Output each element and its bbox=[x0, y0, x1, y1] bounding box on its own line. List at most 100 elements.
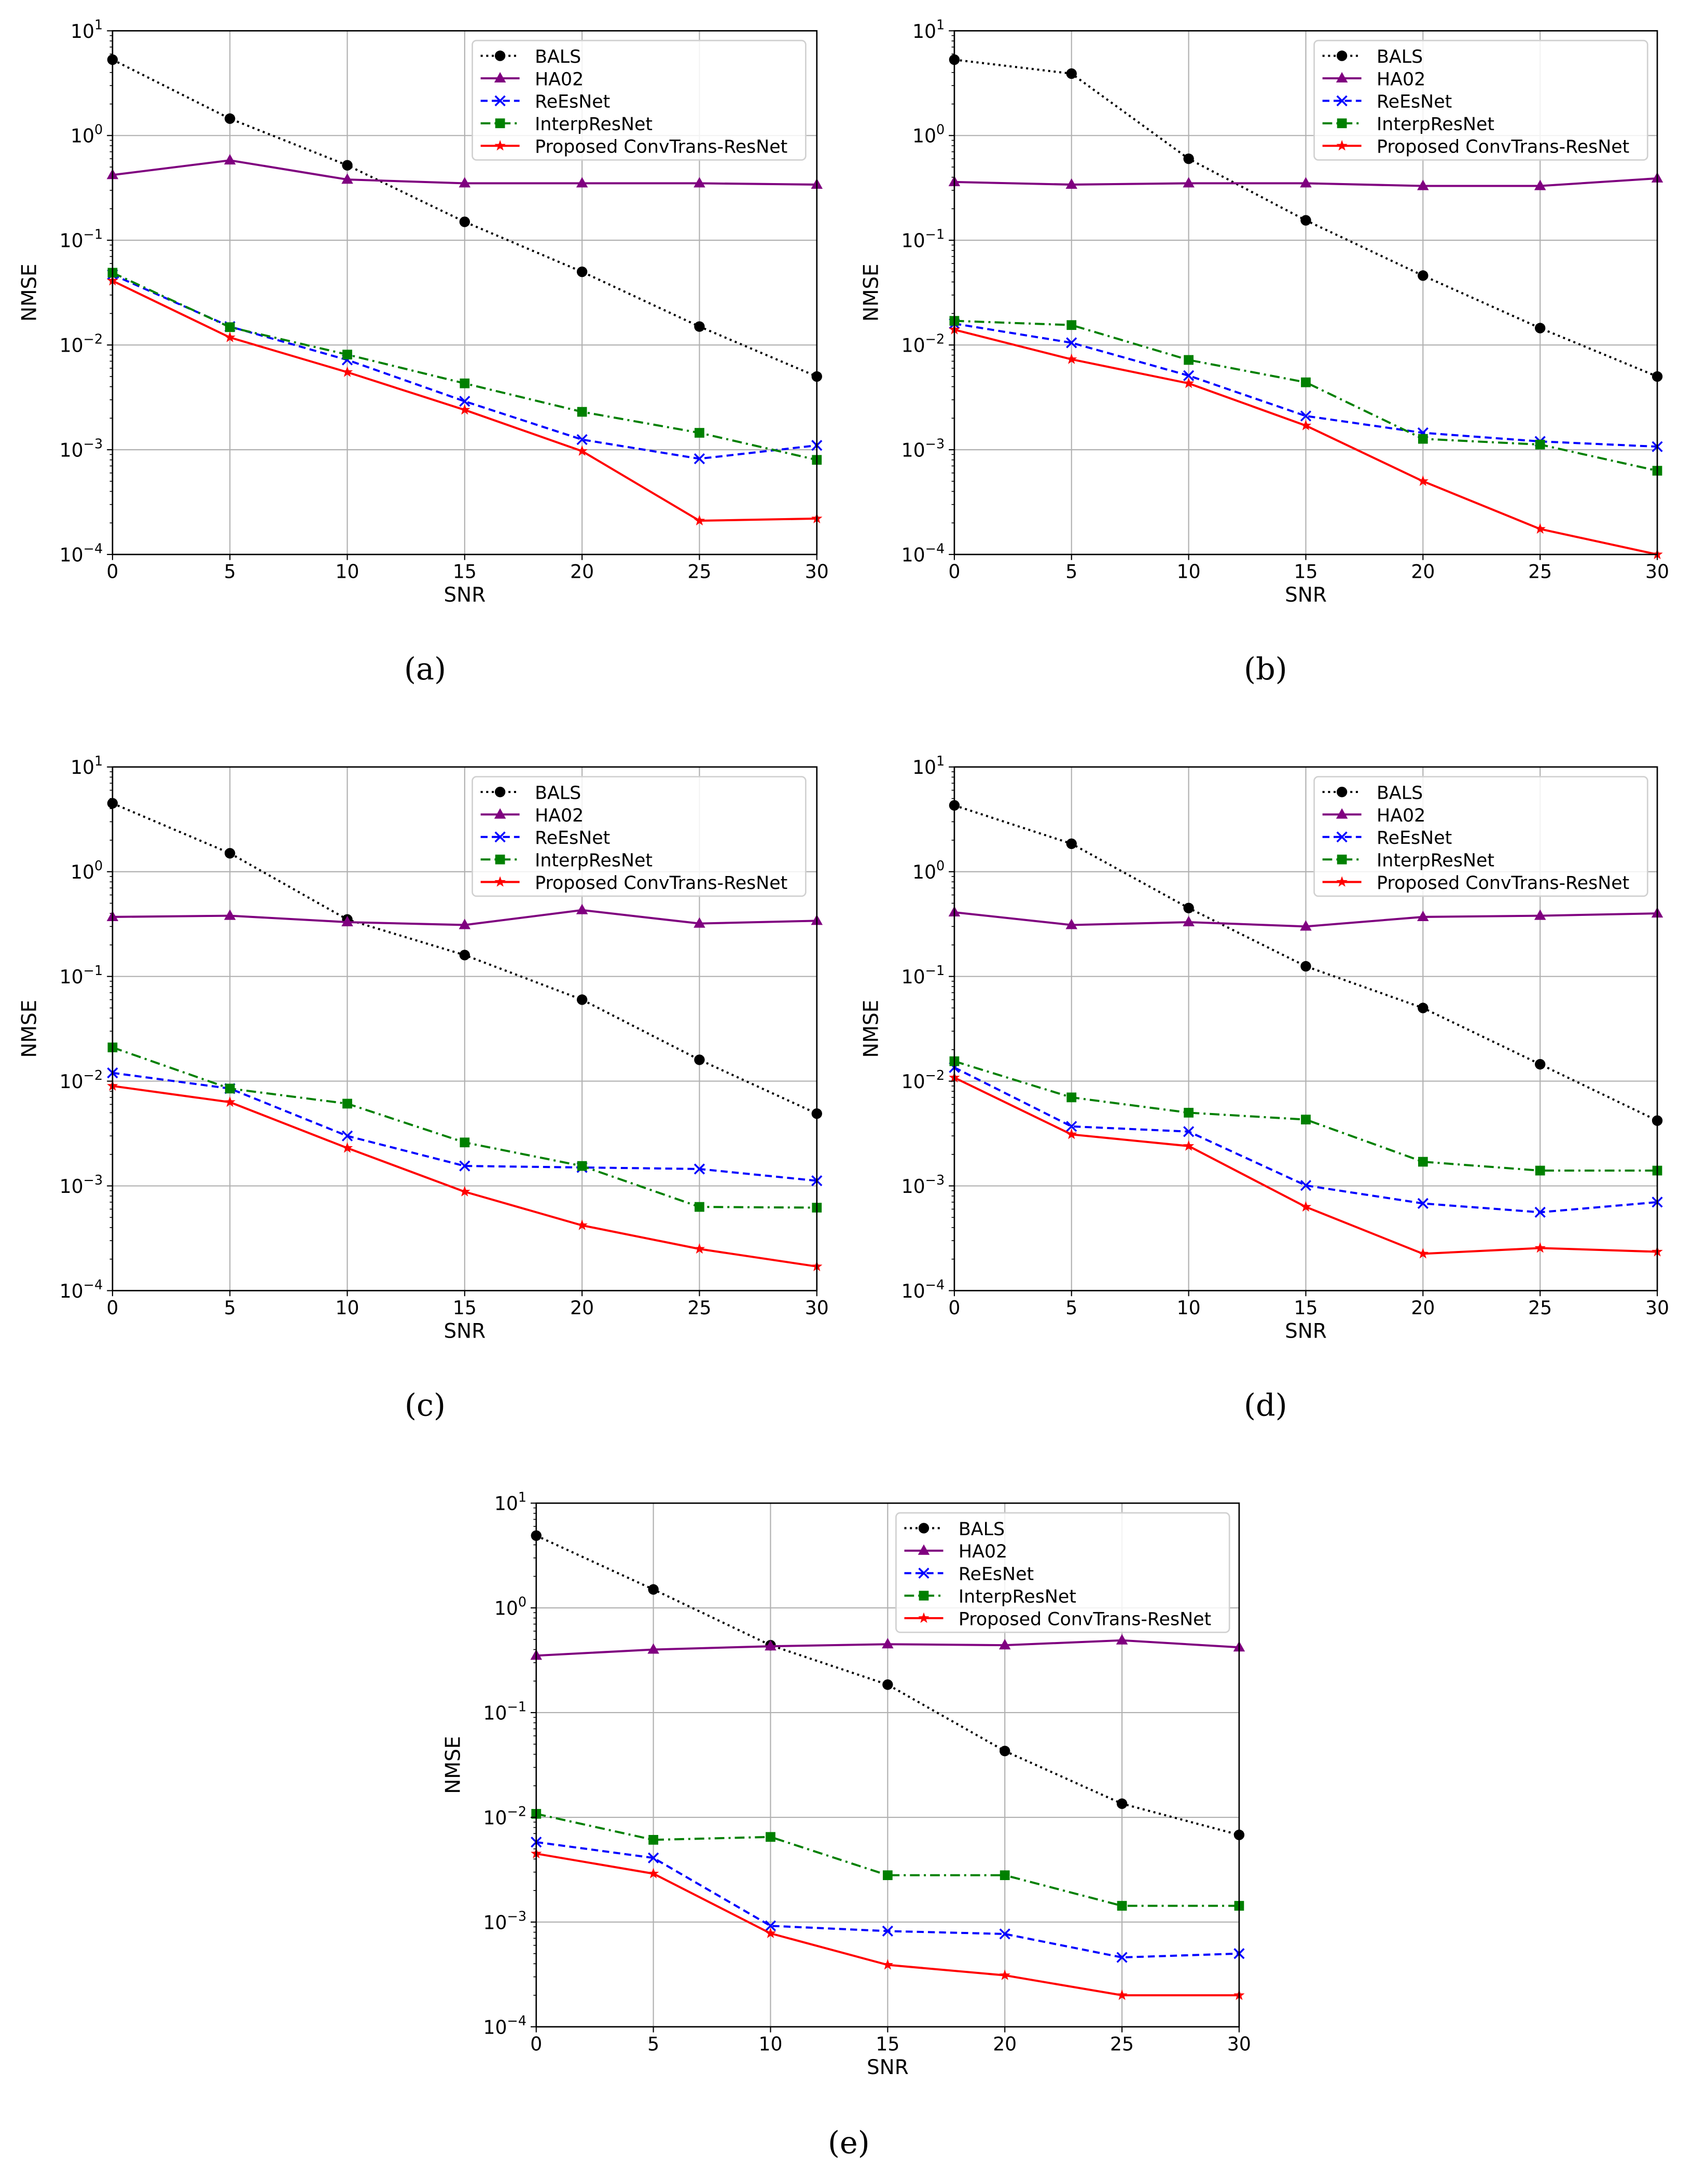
legend-label: InterpResNet bbox=[959, 1587, 1076, 1607]
data-point bbox=[342, 160, 353, 171]
data-point bbox=[1066, 1129, 1077, 1139]
x-axis-label: SNR bbox=[444, 583, 486, 607]
x-tick-label: 5 bbox=[224, 561, 236, 583]
data-point bbox=[1066, 68, 1077, 79]
y-tick-label: 101 bbox=[71, 753, 103, 778]
data-point bbox=[882, 1925, 893, 1937]
legend-box bbox=[471, 776, 807, 897]
legend-label: HA02 bbox=[1377, 69, 1425, 90]
data-point bbox=[224, 909, 236, 920]
y-tick-label: 10−4 bbox=[902, 1277, 945, 1302]
x-tick-label: 5 bbox=[1065, 561, 1077, 583]
data-point bbox=[694, 514, 705, 526]
data-point bbox=[1183, 915, 1195, 927]
x-tick-label: 15 bbox=[453, 561, 477, 583]
legend-label: ReEsNet bbox=[959, 1564, 1034, 1585]
y-tick-label: 10−3 bbox=[60, 436, 103, 461]
data-point bbox=[459, 1160, 470, 1172]
x-tick-label: 0 bbox=[106, 1297, 118, 1319]
data-point bbox=[1417, 1248, 1429, 1259]
panel-caption: (b) bbox=[1244, 651, 1287, 687]
data-point bbox=[495, 118, 505, 129]
chart-panel: 0 5 10 15 20 25 30 101 100 10−1 10−2 10−3 10−4 SNR NMS… bbox=[860, 753, 1669, 1423]
x-tick-label: 20 bbox=[1411, 561, 1435, 583]
x-tick-label: 25 bbox=[1528, 561, 1552, 583]
data-point bbox=[577, 407, 587, 417]
data-point bbox=[1534, 1206, 1546, 1218]
data-point bbox=[694, 453, 705, 465]
data-point bbox=[1184, 355, 1194, 365]
x-tick-label: 30 bbox=[805, 561, 829, 583]
data-point bbox=[1066, 353, 1077, 364]
data-point bbox=[882, 1679, 893, 1690]
y-tick-label: 101 bbox=[71, 17, 103, 43]
data-point bbox=[1417, 1198, 1429, 1209]
y-tick-label: 100 bbox=[494, 1594, 526, 1619]
data-point bbox=[1183, 1140, 1195, 1151]
legend-box bbox=[1313, 39, 1648, 161]
data-point bbox=[1418, 1003, 1429, 1013]
x-tick-label: 10 bbox=[1177, 1297, 1201, 1319]
y-tick-label: 101 bbox=[912, 17, 945, 43]
x-tick-label: 5 bbox=[224, 1297, 236, 1319]
data-point bbox=[576, 434, 588, 446]
y-tick-label: 10−2 bbox=[902, 331, 945, 357]
data-point bbox=[494, 140, 506, 151]
y-tick-label: 10−1 bbox=[60, 963, 103, 988]
data-point bbox=[224, 331, 235, 342]
data-point bbox=[576, 266, 588, 277]
data-point bbox=[694, 1243, 705, 1254]
data-point bbox=[1116, 1952, 1128, 1963]
data-point bbox=[695, 1202, 704, 1212]
legend-label: ReEsNet bbox=[535, 828, 610, 848]
data-point bbox=[765, 1920, 776, 1931]
legend-label: Proposed ConvTrans-ResNet bbox=[535, 873, 787, 894]
chart-panel: 0 5 10 15 20 25 30 101 100 10−1 10−2 10−3 10−4 SNR NMS… bbox=[18, 17, 829, 687]
legend-label: Proposed ConvTrans-ResNet bbox=[1377, 873, 1629, 894]
data-point bbox=[1300, 920, 1312, 931]
x-tick-label: 10 bbox=[1177, 561, 1201, 583]
legend-label: Proposed ConvTrans-ResNet bbox=[959, 1609, 1211, 1630]
data-point bbox=[1117, 1901, 1127, 1911]
x-tick-label: 10 bbox=[758, 2033, 782, 2055]
data-point bbox=[225, 848, 235, 859]
data-point bbox=[694, 321, 705, 332]
x-axis-label: SNR bbox=[1285, 583, 1327, 607]
data-point bbox=[459, 1186, 470, 1197]
chart-panel: 0 5 10 15 20 25 30 101 100 10−1 10−2 10−3 10−4 SNR NMS… bbox=[441, 1490, 1251, 2161]
data-point bbox=[1301, 377, 1311, 387]
data-point bbox=[1301, 1115, 1311, 1124]
legend-label: BALS bbox=[959, 1519, 1005, 1540]
data-point bbox=[459, 404, 470, 415]
data-point bbox=[918, 1567, 930, 1579]
data-point bbox=[576, 1219, 588, 1230]
y-tick-label: 10−3 bbox=[483, 1908, 526, 1933]
legend-label: BALS bbox=[535, 783, 581, 803]
x-tick-label: 25 bbox=[1528, 1297, 1552, 1319]
legend-label: BALS bbox=[535, 47, 581, 67]
data-point bbox=[341, 173, 353, 184]
data-point bbox=[1337, 854, 1347, 865]
data-point bbox=[494, 72, 506, 83]
data-point bbox=[1066, 337, 1077, 349]
data-point bbox=[648, 1584, 659, 1595]
data-point bbox=[999, 1969, 1010, 1980]
y-axis-label: NMSE bbox=[18, 263, 41, 322]
data-point bbox=[1336, 50, 1348, 61]
data-point bbox=[1300, 420, 1312, 430]
data-point bbox=[1116, 1634, 1128, 1645]
y-tick-label: 10−4 bbox=[902, 540, 945, 566]
data-point bbox=[1183, 1126, 1195, 1137]
y-tick-label: 101 bbox=[912, 753, 945, 778]
data-point bbox=[1336, 808, 1348, 819]
data-point bbox=[882, 1638, 894, 1649]
x-tick-label: 0 bbox=[106, 561, 118, 583]
data-point bbox=[919, 1591, 929, 1601]
data-point bbox=[1183, 902, 1194, 913]
y-axis-label: NMSE bbox=[860, 263, 883, 322]
data-point bbox=[1066, 1092, 1077, 1103]
data-point bbox=[1417, 910, 1429, 921]
x-tick-label: 20 bbox=[570, 561, 594, 583]
panel-caption: (c) bbox=[405, 1387, 446, 1423]
